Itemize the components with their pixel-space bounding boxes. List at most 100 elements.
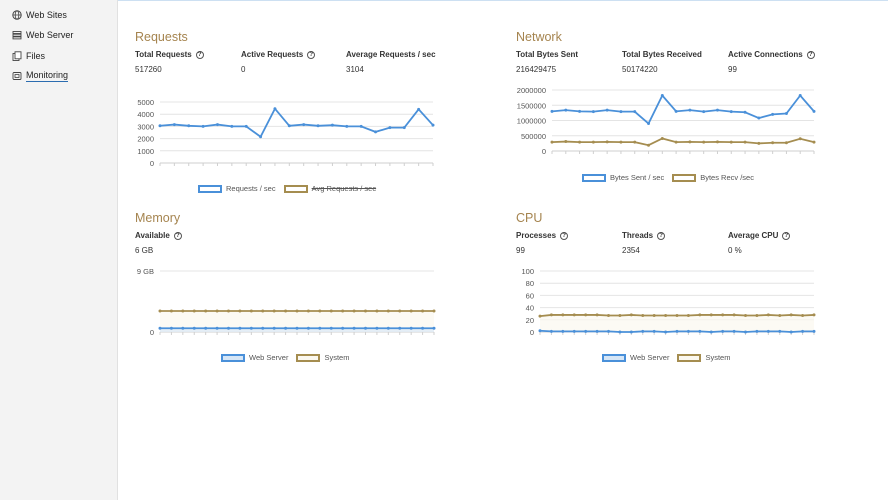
help-icon[interactable]: ? <box>173 232 182 240</box>
globe-icon <box>12 10 22 20</box>
data-point <box>709 313 713 317</box>
data-point <box>431 123 435 127</box>
data-point <box>674 140 678 144</box>
help-icon[interactable]: ? <box>195 51 204 59</box>
data-point <box>664 314 668 318</box>
data-point <box>812 313 816 317</box>
legend-item[interactable]: Web Server <box>221 353 288 362</box>
metric-label: Active Connections <box>728 50 803 59</box>
data-point <box>364 326 367 330</box>
data-point <box>732 313 736 317</box>
help-icon[interactable]: ? <box>782 232 791 240</box>
data-point <box>652 329 656 333</box>
data-point <box>329 326 333 330</box>
legend-item[interactable]: Bytes Sent / sec <box>582 173 664 182</box>
data-point <box>664 330 668 334</box>
sidebar <box>0 0 118 500</box>
data-point <box>172 123 176 127</box>
data-point <box>595 329 599 333</box>
data-point <box>709 330 713 334</box>
y-tick-label: 4000 <box>137 110 154 119</box>
data-point <box>402 126 406 130</box>
help-icon[interactable]: ? <box>806 51 815 59</box>
series-area <box>540 314 814 332</box>
network-legend: Bytes Sent / sec Bytes Recv /sec <box>582 173 762 182</box>
help-icon[interactable]: ? <box>307 51 316 59</box>
data-point <box>341 326 345 330</box>
legend-item[interactable]: System <box>296 353 349 362</box>
legend-swatch <box>672 173 697 182</box>
data-point <box>607 314 610 318</box>
legend-label: Web Server <box>249 353 289 362</box>
legend-item[interactable]: Bytes Recv /sec <box>672 173 754 182</box>
top-divider <box>118 0 888 1</box>
metric-label: Total Bytes Sent <box>516 50 579 59</box>
data-point <box>757 141 761 145</box>
data-point <box>249 326 253 330</box>
data-point <box>561 329 565 333</box>
data-point <box>261 309 265 313</box>
data-point <box>660 136 664 140</box>
metric-available: Available? 6 GB <box>135 230 235 255</box>
metric-value: 99 <box>728 65 737 74</box>
metric-value: 0 % <box>728 246 742 255</box>
metric-value: 2354 <box>622 246 640 255</box>
y-tick-label: 3000 <box>137 122 154 131</box>
data-point <box>215 309 219 313</box>
metric-total-bytes-received: Total Bytes Received 50174220 <box>622 49 722 74</box>
data-point <box>688 140 692 144</box>
legend-item[interactable]: Avg Requests / sec <box>283 184 377 193</box>
data-point <box>674 109 678 113</box>
metric-label: Threads <box>622 231 654 240</box>
data-point <box>744 314 747 318</box>
legend-item[interactable]: Web Server <box>602 353 669 362</box>
sidebar-item-web-server[interactable]: Web Server <box>12 27 73 43</box>
legend-label: Avg Requests / sec <box>311 184 377 193</box>
data-point <box>244 124 248 128</box>
panel-title: CPU <box>516 211 543 225</box>
metric-average-requests: Average Requests / sec 3104 <box>346 49 436 74</box>
data-point <box>549 313 553 317</box>
legend-item[interactable]: System <box>677 353 730 362</box>
sidebar-item-files[interactable]: Files <box>12 48 45 64</box>
data-point <box>572 313 576 317</box>
data-point <box>744 330 747 334</box>
data-point <box>578 109 582 113</box>
help-icon[interactable]: ? <box>560 232 569 240</box>
data-point <box>192 326 196 330</box>
data-point <box>798 93 802 97</box>
memory-chart: 9 GB 0 <box>137 267 436 337</box>
help-icon[interactable]: ? <box>657 232 666 240</box>
data-point <box>302 123 306 127</box>
cpu-legend: Web Server System <box>602 353 738 362</box>
panel-title: Requests <box>135 30 188 44</box>
data-point <box>686 329 690 333</box>
sidebar-item-label: Files <box>26 51 46 61</box>
data-point <box>591 140 595 144</box>
metric-value: 6 GB <box>135 246 154 255</box>
data-point <box>306 309 310 313</box>
y-tick-label: 100 <box>521 267 534 276</box>
metric-label: Average Requests / sec <box>346 50 436 59</box>
data-point <box>607 329 610 333</box>
data-point <box>629 313 633 317</box>
data-point <box>688 108 692 112</box>
network-chart: 2000000 1500000 1000000 500000 0 <box>517 86 816 156</box>
legend-item[interactable]: Requests / sec <box>198 184 276 193</box>
data-point <box>743 140 747 144</box>
data-point <box>201 124 205 128</box>
data-point <box>272 326 276 330</box>
data-point <box>417 107 421 111</box>
data-point <box>619 140 623 144</box>
data-point <box>619 110 623 114</box>
data-point <box>778 314 782 318</box>
data-point <box>675 329 679 333</box>
data-point <box>584 313 588 317</box>
data-point <box>641 329 645 333</box>
series-area <box>160 310 434 332</box>
data-point <box>578 140 582 144</box>
sidebar-item-web-sites[interactable]: Web Sites <box>12 7 67 23</box>
sidebar-item-monitoring[interactable]: Monitoring <box>12 68 69 84</box>
metric-value: 216429475 <box>516 65 557 74</box>
y-tick-label: 20 <box>526 316 534 325</box>
